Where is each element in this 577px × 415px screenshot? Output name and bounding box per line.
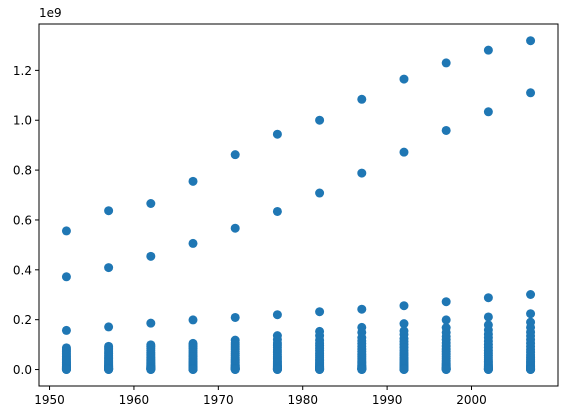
scatter-point (483, 293, 493, 303)
scatter-point (526, 36, 536, 46)
y-tick-label: 0.8 (13, 164, 32, 178)
axes-layer: 1950 1960 1970 1980 1990 2000 0.0 0.2 0.4 0.6 0.8… (13, 6, 559, 407)
scatter-point (357, 304, 367, 314)
scatter-point (146, 251, 156, 261)
x-axis-ticks: 1950 1960 1970 1980 1990 2000 (34, 386, 487, 407)
y-axis-ticks: 0.0 0.2 0.4 0.6 0.8 1.0 1.2 (13, 64, 39, 377)
scatter-point (230, 150, 240, 160)
scatter-point (146, 199, 156, 208)
scatter-point (399, 147, 409, 157)
scatter-point (61, 226, 71, 236)
scatter-point (61, 325, 71, 335)
scatter-point (441, 58, 451, 68)
data-points-layer (61, 36, 536, 374)
x-tick-label: 1980 (287, 393, 318, 407)
scatter-point (272, 310, 282, 320)
scatter-point (230, 312, 240, 322)
scatter-point (230, 365, 240, 374)
scatter-point (483, 45, 493, 55)
scatter-point (399, 74, 409, 84)
scatter-point (399, 365, 409, 374)
scatter-point (272, 129, 282, 139)
scatter-point (526, 88, 536, 98)
y-offset-label: 1e9 (39, 6, 62, 20)
y-tick-label: 0.0 (13, 363, 32, 377)
scatter-point (315, 115, 325, 125)
scatter-point (483, 107, 493, 117)
scatter-point (315, 307, 325, 317)
scatter-point (61, 365, 71, 374)
scatter-point (526, 290, 536, 299)
y-tick-label: 1.2 (13, 64, 32, 78)
scatter-point (483, 365, 493, 374)
scatter-point (272, 365, 282, 374)
x-tick-label: 1950 (34, 393, 65, 407)
scatter-point (61, 272, 71, 282)
y-tick-label: 0.2 (13, 313, 32, 327)
scatter-point (104, 263, 114, 273)
scatter-point (526, 365, 536, 374)
scatter-point (188, 315, 198, 325)
scatter-point (188, 238, 198, 248)
scatter-point (146, 318, 156, 328)
scatter-point (483, 312, 493, 322)
scatter-point (399, 301, 409, 311)
plot-frame (38, 23, 559, 387)
x-tick-label: 1970 (203, 393, 234, 407)
y-tick-label: 1.0 (13, 114, 32, 128)
scatter-point (188, 365, 198, 374)
y-tick-label: 0.6 (13, 213, 32, 227)
scatter-point (104, 322, 114, 332)
scatter-point (441, 315, 451, 325)
scatter-point (441, 365, 451, 374)
scatter-point (399, 319, 409, 329)
scatter-point (441, 297, 451, 307)
scatter-point (357, 168, 367, 178)
scatter-point (104, 206, 114, 216)
scatter-point (315, 365, 325, 374)
x-tick-label: 2000 (456, 393, 487, 407)
scatter-point (441, 125, 451, 135)
scatter-point (357, 94, 367, 104)
scatter-point (104, 365, 114, 374)
scatter-point (230, 223, 240, 233)
scatter-point (526, 309, 536, 319)
x-tick-label: 1960 (119, 393, 150, 407)
scatter-point (272, 206, 282, 216)
x-tick-label: 1990 (372, 393, 403, 407)
y-tick-label: 0.4 (13, 263, 32, 277)
scatter-point (357, 365, 367, 374)
scatter-point (315, 188, 325, 198)
scatter-point (188, 176, 198, 186)
scatter-point (146, 365, 156, 374)
